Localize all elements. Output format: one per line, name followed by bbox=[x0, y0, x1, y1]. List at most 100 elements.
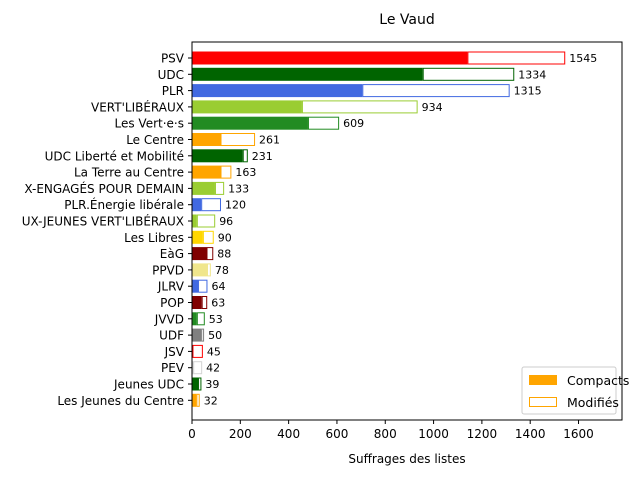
legend-label-modifies: Modifiés bbox=[567, 395, 619, 410]
bar-compacts-les-jeunes-du-centre bbox=[192, 393, 197, 407]
y-tick-label-plr: PLR bbox=[162, 84, 184, 98]
value-label-plr: 1315 bbox=[514, 85, 542, 98]
bar-compacts-jvvd bbox=[192, 312, 197, 326]
bar-modifies-jsv bbox=[192, 344, 203, 358]
bar-compacts-x-engages-pour-demain bbox=[192, 181, 215, 195]
value-label-udf: 50 bbox=[208, 329, 222, 342]
y-tick-label-ux-jeunes-vert-liberaux: UX-JEUNES VERT'LIBÉRAUX bbox=[22, 214, 184, 229]
bar-compacts-psv bbox=[192, 51, 468, 65]
x-tick-label-1600: 1600 bbox=[563, 427, 594, 441]
bar-compacts-pop bbox=[192, 296, 202, 309]
y-tick-label-psv: PSV bbox=[161, 52, 185, 66]
value-label-pop: 63 bbox=[211, 297, 225, 310]
bar-compacts-la-terre-au-centre bbox=[192, 165, 221, 179]
value-label-les-libres: 90 bbox=[218, 231, 232, 244]
y-tick-label-pev: PEV bbox=[161, 361, 185, 375]
bar-compacts-udc-liberte-et-mobilite bbox=[192, 149, 243, 163]
bar-modifies-la-terre-au-centre bbox=[220, 165, 232, 179]
bar-modifies-plr bbox=[362, 84, 510, 98]
bar-modifies-eag bbox=[206, 247, 214, 261]
y-tick-label-les-vert-e-s: Les Vert·e·s bbox=[115, 117, 185, 131]
x-tick-label-0: 0 bbox=[188, 427, 196, 441]
bar-modifies-ppvd bbox=[206, 263, 211, 277]
y-tick-label-eag: EàG bbox=[160, 247, 184, 261]
bar-modifies-udc bbox=[422, 67, 515, 81]
value-label-les-jeunes-du-centre: 32 bbox=[204, 394, 218, 407]
bar-compacts-jlrv bbox=[192, 279, 199, 293]
bar-modifies-le-centre bbox=[220, 133, 256, 146]
bar-compacts-plr bbox=[192, 84, 363, 98]
value-label-pev: 42 bbox=[206, 362, 220, 375]
bar-modifies-pop bbox=[201, 296, 208, 309]
bar-modifies-udf bbox=[201, 328, 205, 342]
bar-compacts-udc bbox=[192, 67, 423, 81]
bar-modifies-pev bbox=[193, 361, 203, 375]
y-tick-label-pop: POP bbox=[160, 296, 184, 310]
x-tick-label-400: 400 bbox=[277, 427, 300, 441]
y-tick-label-jsv: JSV bbox=[164, 345, 185, 359]
bar-modifies-jlrv bbox=[198, 279, 208, 293]
y-tick-label-ppvd: PPVD bbox=[152, 263, 184, 277]
bar-compacts-vert-liberaux bbox=[192, 100, 302, 114]
x-tick-label-1400: 1400 bbox=[515, 427, 546, 441]
bar-modifies-udc-liberte-et-mobilite bbox=[242, 149, 248, 163]
x-axis-label: Suffrages des listes bbox=[348, 452, 465, 466]
value-label-udc-liberte-et-mobilite: 231 bbox=[252, 150, 273, 163]
y-tick-label-jvvd: JVVD bbox=[154, 312, 184, 326]
value-label-psv: 1545 bbox=[569, 52, 597, 65]
value-label-x-engages-pour-demain: 133 bbox=[228, 182, 249, 195]
value-label-les-vert-e-s: 609 bbox=[343, 117, 364, 130]
bar-compacts-les-vert-e-s bbox=[192, 116, 308, 130]
y-tick-label-x-engages-pour-demain: X-ENGAGÉS POUR DEMAIN bbox=[24, 181, 184, 196]
bar-compacts-pev bbox=[192, 361, 194, 375]
legend-swatch-compacts bbox=[529, 375, 557, 385]
y-tick-label-jlrv: JLRV bbox=[157, 280, 185, 294]
y-tick-label-udc: UDC bbox=[158, 68, 184, 82]
legend-swatch-modifies bbox=[529, 397, 557, 407]
bar-compacts-ppvd bbox=[192, 263, 207, 277]
legend-label-compacts: Compacts bbox=[567, 373, 629, 388]
bar-modifies-les-vert-e-s bbox=[307, 116, 340, 130]
y-tick-label-les-jeunes-du-centre: Les Jeunes du Centre bbox=[57, 394, 184, 408]
bar-modifies-jeunes-udc bbox=[198, 377, 202, 391]
bar-compacts-plr-energie-liberale bbox=[192, 198, 202, 212]
bar-compacts-ux-jeunes-vert-liberaux bbox=[192, 214, 197, 228]
bar-modifies-ux-jeunes-vert-liberaux bbox=[196, 214, 216, 228]
bar-compacts-udf bbox=[192, 328, 202, 342]
bars-group: 1545 1334 1315 934 609 261 231 163 133 120 96 90 88 7… bbox=[192, 51, 597, 407]
value-label-plr-energie-liberale: 120 bbox=[225, 199, 246, 212]
value-label-vert-liberaux: 934 bbox=[422, 101, 443, 114]
y-tick-label-la-terre-au-centre: La Terre au Centre bbox=[74, 166, 184, 180]
value-label-ppvd: 78 bbox=[215, 264, 229, 277]
value-label-eag: 88 bbox=[217, 248, 231, 261]
legend: Compacts Modifiés bbox=[521, 366, 629, 415]
value-label-udc: 1334 bbox=[518, 68, 546, 81]
y-tick-label-udc-liberte-et-mobilite: UDC Liberté et Mobilité bbox=[45, 149, 184, 163]
x-tick-label-1200: 1200 bbox=[467, 427, 498, 441]
bar-compacts-jeunes-udc bbox=[192, 377, 199, 391]
x-tick-label-600: 600 bbox=[325, 427, 348, 441]
x-tick-label-1000: 1000 bbox=[418, 427, 449, 441]
y-tick-label-les-libres: Les Libres bbox=[124, 231, 184, 245]
bar-compacts-eag bbox=[192, 247, 207, 261]
x-tick-label-200: 200 bbox=[229, 427, 252, 441]
value-label-la-terre-au-centre: 163 bbox=[235, 166, 256, 179]
bar-modifies-psv bbox=[467, 51, 566, 65]
y-tick-label-vert-liberaux: VERT'LIBÉRAUX bbox=[91, 99, 184, 114]
chart-title: Le Vaud bbox=[379, 12, 434, 28]
bar-compacts-le-centre bbox=[192, 133, 221, 146]
y-tick-label-le-centre: Le Centre bbox=[126, 133, 184, 147]
y-tick-label-udf: UDF bbox=[159, 329, 184, 343]
y-tick-label-jeunes-udc: Jeunes UDC bbox=[113, 378, 184, 392]
value-label-jlrv: 64 bbox=[211, 280, 225, 293]
value-label-jeunes-udc: 39 bbox=[205, 378, 219, 391]
bar-compacts-les-libres bbox=[192, 230, 203, 244]
value-label-jsv: 45 bbox=[207, 345, 221, 358]
y-tick-label-plr-energie-liberale: PLR.Énergie libérale bbox=[64, 197, 184, 212]
bar-modifies-les-libres bbox=[202, 230, 214, 244]
bar-modifies-x-engages-pour-demain bbox=[214, 181, 225, 195]
value-label-le-centre: 261 bbox=[259, 134, 280, 147]
